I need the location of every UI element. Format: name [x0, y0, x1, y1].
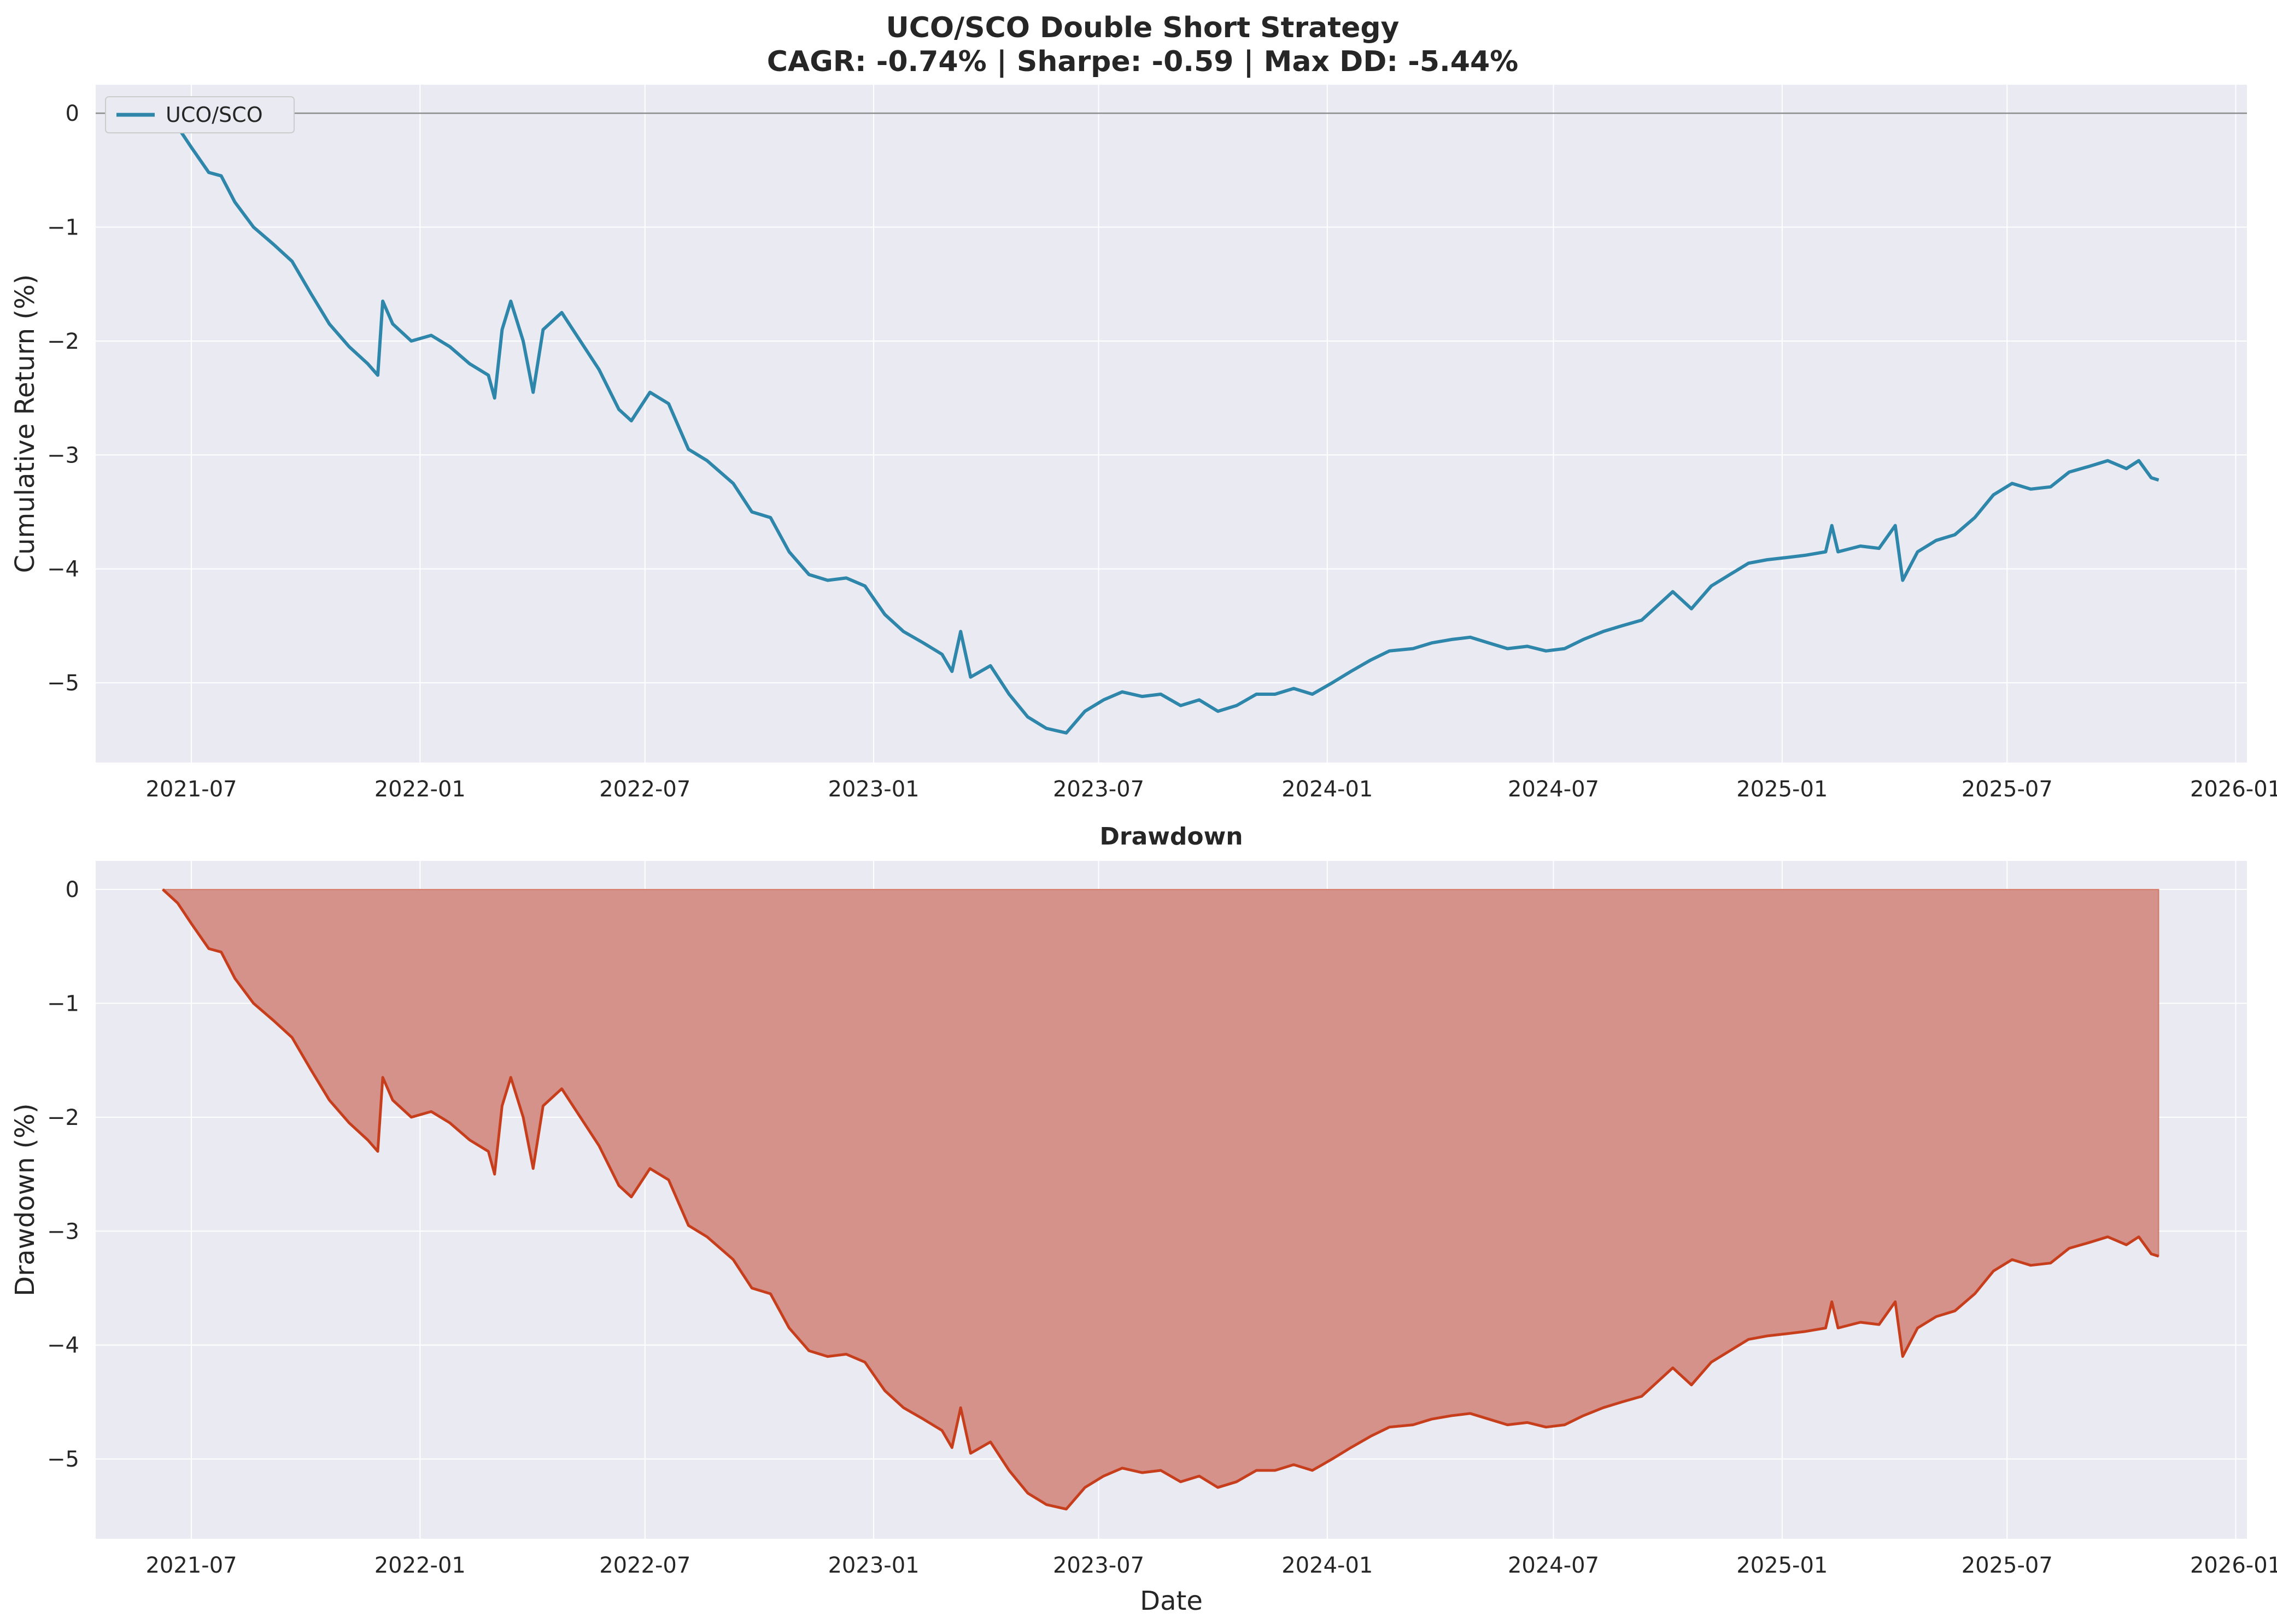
cumulative-return-panel: 0 −1 −2 −3 −4 −5 2021-07 2022-01 2022-07 2023-01…	[10, 85, 2277, 802]
y-tick-label: −5	[47, 671, 79, 696]
x-tick-label: 2024-07	[1508, 1553, 1599, 1578]
x-tick-label: 2022-01	[374, 1553, 466, 1578]
x-tick-label: 2022-07	[599, 777, 690, 802]
return-y-tick-labels: 0 −1 −2 −3 −4 −5	[47, 101, 79, 696]
y-tick-label: −4	[47, 1333, 79, 1358]
drawdown-series-line	[162, 888, 2159, 1511]
x-tick-label: 2022-01	[374, 777, 466, 802]
x-tick-label: 2025-01	[1736, 777, 1828, 802]
drawdown-panel: Drawdown 0 −1 −2 −3 −4 −5 2021-07 2022-01 2022-…	[10, 823, 2277, 1616]
drawdown-x-tick-labels: 2021-07 2022-01 2022-07 2023-01 2023-07 2024-…	[145, 1553, 2277, 1578]
legend-series-label: UCO/SCO	[166, 103, 263, 127]
drawdown-panel-title: Drawdown	[1099, 823, 1243, 851]
y-tick-label: −5	[47, 1447, 79, 1472]
x-tick-label: 2023-01	[828, 1553, 919, 1578]
drawdown-y-axis-label: Drawdown (%)	[10, 1103, 40, 1296]
return-legend: UCO/SCO	[105, 96, 295, 133]
x-tick-label: 2022-07	[599, 1553, 690, 1578]
x-tick-label: 2025-01	[1736, 1553, 1828, 1578]
y-tick-label: 0	[66, 101, 79, 126]
y-tick-label: −4	[47, 557, 79, 582]
y-tick-label: −3	[47, 1219, 79, 1244]
x-tick-label: 2021-07	[145, 777, 237, 802]
y-tick-label: −3	[47, 443, 79, 468]
x-tick-label: 2023-07	[1053, 777, 1144, 802]
y-tick-label: 0	[66, 877, 79, 902]
x-tick-label: 2024-07	[1508, 777, 1599, 802]
x-tick-label: 2023-01	[828, 777, 919, 802]
x-tick-label: 2025-07	[1962, 777, 2053, 802]
x-tick-label: 2025-07	[1962, 1553, 2053, 1578]
legend-box	[105, 96, 295, 133]
figure-title-line2: CAGR: -0.74% | Sharpe: -0.59 | Max DD: -…	[767, 45, 1519, 78]
return-y-axis-label: Cumulative Return (%)	[10, 274, 40, 573]
x-tick-label: 2026-01	[2190, 1553, 2277, 1578]
figure-title-line1: UCO/SCO Double Short Strategy	[886, 11, 1400, 44]
return-series-line	[161, 112, 2159, 735]
y-tick-label: −2	[47, 1105, 79, 1130]
drawdown-y-tick-labels: 0 −1 −2 −3 −4 −5	[47, 877, 79, 1472]
return-gridlines	[96, 85, 2247, 763]
x-tick-label: 2026-01	[2190, 777, 2277, 802]
return-plot-area	[96, 85, 2247, 763]
y-tick-label: −1	[47, 215, 79, 241]
x-tick-label: 2024-01	[1281, 1553, 1373, 1578]
y-tick-label: −1	[47, 992, 79, 1017]
drawdown-x-axis-label: Date	[1140, 1586, 1203, 1616]
y-tick-label: −2	[47, 329, 79, 354]
x-tick-label: 2021-07	[145, 1553, 237, 1578]
x-tick-label: 2023-07	[1053, 1553, 1144, 1578]
x-tick-label: 2024-01	[1281, 777, 1373, 802]
return-x-tick-labels: 2021-07 2022-01 2022-07 2023-01 2023-07 2024-…	[145, 777, 2277, 802]
